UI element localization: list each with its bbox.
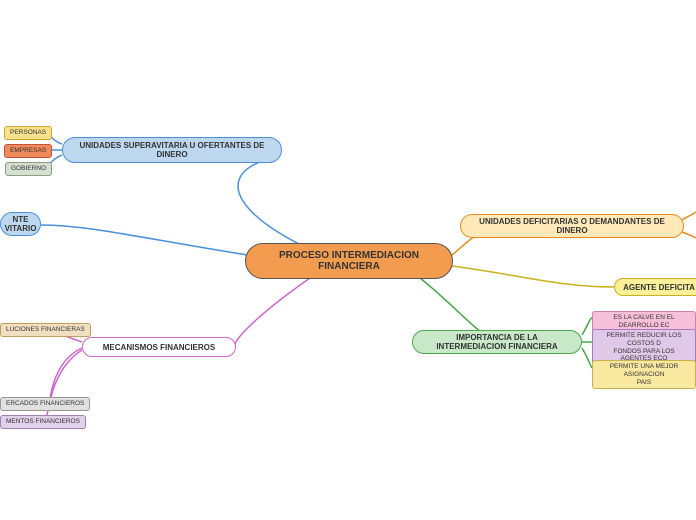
leaf-empresas[interactable]: EMPRESAS: [4, 144, 52, 158]
connector: [682, 232, 696, 238]
leaf-instituciones[interactable]: LUCIONES FINANCIERAS: [0, 323, 91, 337]
node-importancia[interactable]: IMPORTANCIA DE LA INTERMEDIACION FINANCI…: [412, 330, 582, 354]
node-unidades_def[interactable]: UNIDADES DEFICITARIAS O DEMANDANTES DE D…: [460, 214, 684, 238]
connector: [41, 225, 260, 257]
node-agente_superavitario[interactable]: NTE VITARIO: [0, 212, 41, 236]
connector: [238, 160, 305, 247]
leaf-mercados[interactable]: ERCADOS FINANCIEROS: [0, 397, 90, 411]
connector: [50, 348, 82, 402]
connector: [452, 266, 614, 287]
node-agente_deficit[interactable]: AGENTE DEFICITA: [614, 278, 696, 296]
node-mecanismos[interactable]: MECANISMOS FINANCIEROS: [82, 337, 236, 357]
center-node[interactable]: PROCESO INTERMEDIACION FINANCIERA: [245, 243, 453, 279]
connector: [682, 212, 696, 220]
connector: [235, 278, 310, 346]
leaf-personas[interactable]: PERSONAS: [4, 126, 52, 140]
leaf-asignacion[interactable]: PERMITE UNA MEJOR ASIGNACION PAIS: [592, 360, 696, 389]
connector: [582, 318, 592, 335]
leaf-instrumentos[interactable]: MENTOS FINANCIEROS: [0, 415, 86, 429]
connector: [582, 348, 592, 368]
node-unidades_super[interactable]: UNIDADES SUPERAVITARIA U OFERTANTES DE D…: [62, 137, 282, 163]
leaf-gobierno[interactable]: GOBIERNO: [5, 162, 52, 176]
